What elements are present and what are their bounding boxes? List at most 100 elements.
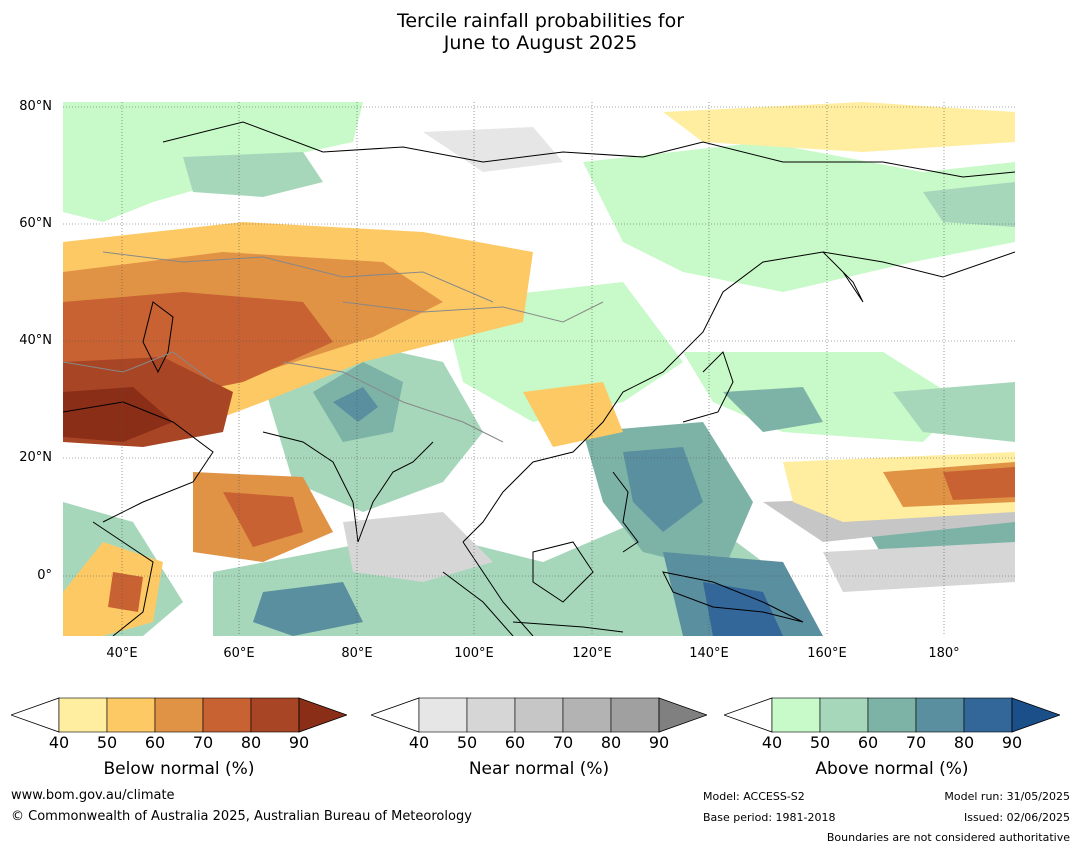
colorbar-below-label: Below normal (%) [103,759,255,779]
lon-label-160e: 160°E [807,646,847,661]
coastline-borneo [532,541,594,603]
border-china-mongolia [342,301,604,323]
coastline-east-africa [92,521,154,636]
chart-title: Tercile rainfall probabilities for June … [0,10,1081,54]
near-normal-regions [343,127,1015,592]
colorbar-above-tick: 80 [953,733,975,752]
below-region-arabian-sea-core [223,492,303,547]
coastline-new-guinea [662,571,804,623]
coastline-arctic [162,121,1015,178]
colorbar-above-segment [915,697,965,733]
border-china-south [282,361,504,443]
colorbar-below-min-arrow [11,697,60,733]
colorbar-above [724,697,1060,733]
colorbar-below-tick: 90 [288,733,310,752]
colorbar-near-tick: 70 [552,733,574,752]
colorbar-below-tick: 40 [48,733,70,752]
above-region-pacific-west [683,352,963,442]
colorbar-above-label: Above normal (%) [815,759,969,779]
below-region-arctic [663,102,1015,152]
lon-label-140e: 140°E [689,646,729,661]
colorbar-near-max-arrow [658,697,707,733]
below-normal-regions [63,102,1015,636]
lon-label-80e: 80°E [341,646,373,661]
above-region-russia-west [183,152,323,197]
coastline-java [512,621,624,633]
above-region-new-guinea-deep [703,582,783,636]
above-region-maritime [253,582,363,636]
colorbar-above-segment [819,697,869,733]
footer-base-period: Base period: 1981-2018 [703,811,836,824]
coastline-sumatra [442,571,514,636]
footer-model-run: Model run: 31/05/2025 [944,790,1070,803]
coastline-japan [682,351,734,423]
border-middle-east [63,351,214,383]
colorbar-above-segment [867,697,917,733]
lon-label-180: 180° [928,646,960,661]
above-region-tibet-deep [333,387,378,422]
coastline-se-asia [462,541,534,636]
colorbar-below-segment [106,697,156,733]
below-region-arabia [63,387,173,442]
near-region-pacific-south [823,542,1015,592]
near-region-indian-ocean [343,512,493,582]
colorbar-above-segment [771,697,821,733]
colorbar-below-segment [250,697,300,733]
footer-copyright: © Commonwealth of Australia 2025, Austra… [11,809,472,824]
below-region-south-china [523,382,623,447]
colorbar-near-min-arrow [371,697,420,733]
footer-model: Model: ACCESS-S2 [703,790,805,803]
coastline-kamchatka [822,251,864,303]
title-line-2: June to August 2025 [443,32,638,54]
colorbar-near-label: Near normal (%) [468,759,610,779]
below-region-somalia [108,572,143,612]
colorbar-below-segment [154,697,204,733]
footer-issued: Issued: 02/06/2025 [963,811,1070,824]
colorbar-near-segment [466,697,516,733]
above-region-pacific-core [723,387,823,432]
footer-website: www.bom.gov.au/climate [11,788,175,803]
lon-label-40e: 40°E [106,646,138,661]
colorbar-near-tick: 90 [648,733,670,752]
colorbar-below-tick: 60 [144,733,166,752]
lon-label-100e: 100°E [454,646,494,661]
near-region-arctic [423,127,563,172]
colorbar-above-tick: 60 [857,733,879,752]
colorbar-above-segment [963,697,1013,733]
map-svg [63,102,1015,636]
footer-disclaimer: Boundaries are not considered authoritat… [826,831,1070,844]
above-region-far-east [923,182,1015,227]
colorbar-below-segment [202,697,252,733]
coastlines [63,121,1015,636]
colorbar-below-tick: 50 [96,733,118,752]
lat-label-0: 0° [37,568,52,583]
lat-label-20n: 20°N [19,450,52,465]
coastline-philippines [612,471,639,553]
colorbar-near-segment [514,697,564,733]
lon-label-60e: 60°E [223,646,255,661]
colorbar-near-segment [418,697,468,733]
coastline-india [262,431,434,543]
colorbar-near [371,697,707,733]
colorbar-above-tick: 40 [761,733,783,752]
above-region-siberia [583,142,1015,292]
coastline-pacific [462,251,1015,543]
coastline-arabia [63,401,214,523]
above-region-pacific-east [893,382,1015,442]
forecast-map [63,102,1015,636]
above-region-philippines-deep [623,447,703,532]
lat-label-40n: 40°N [19,333,52,348]
colorbar-near-tick: 40 [408,733,430,752]
colorbar-above-tick: 50 [809,733,831,752]
border-russia-central-asia [102,251,494,303]
graticule [63,102,1015,636]
below-region-pacific-core [943,467,1015,500]
title-line-1: Tercile rainfall probabilities for [396,10,685,32]
colorbar-below-segment [58,697,108,733]
colorbar-below [11,697,347,733]
colorbar-above-tick: 70 [905,733,927,752]
country-borders [63,251,604,443]
colorbar-above-max-arrow [1011,697,1060,733]
colorbar-near-tick: 60 [504,733,526,752]
colorbar-near-segment [610,697,660,733]
